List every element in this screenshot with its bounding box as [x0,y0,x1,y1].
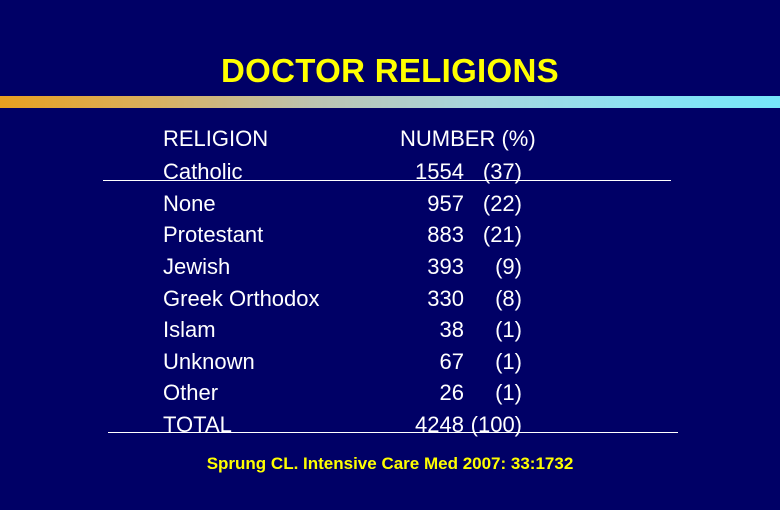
column-header-number: NUMBER (%) [400,126,536,151]
total-percent: (100) [470,412,522,437]
religion-percent: (1) [495,317,522,342]
religion-count: 38 [439,317,464,342]
religion-percent: (9) [495,254,522,279]
total-divider-line [108,432,678,433]
table-row-total: TOTAL 4248 (100) [0,412,780,443]
religion-count: 26 [439,380,464,405]
religion-count: 67 [439,349,464,374]
religion-count: 330 [427,286,464,311]
title-gradient-bar [0,96,780,108]
religion-count: 393 [427,254,464,279]
religion-name: Protestant [163,222,264,247]
religion-name: Unknown [163,349,255,374]
table-row: Other 26 (1) [0,380,780,411]
religion-count: 957 [427,191,464,216]
religion-percent: (22) [482,191,522,216]
religion-name: Jewish [163,254,231,279]
total-label: TOTAL [163,412,232,437]
table-row: Islam 38 (1) [0,317,780,348]
religion-count: 1554 [415,159,464,184]
table-row: Protestant 883 (21) [0,222,780,253]
religion-name: None [163,191,216,216]
table-row: Catholic 1554 (37) [0,159,780,190]
table-row: Greek Orthodox 330 (8) [0,286,780,317]
table-row: Jewish 393 (9) [0,254,780,285]
religion-percent: (1) [495,349,522,374]
religion-percent: (1) [495,380,522,405]
religion-count: 883 [427,222,464,247]
religion-percent: (8) [495,286,522,311]
citation-text: Sprung CL. Intensive Care Med 2007: 33:1… [206,454,574,473]
slide-title: DOCTOR RELIGIONS [221,52,559,89]
table-row: None 957 (22) [0,191,780,222]
column-header-religion: RELIGION [163,126,269,151]
religion-name: Other [163,380,219,405]
table-row: Unknown 67 (1) [0,349,780,380]
total-count: 4248 [415,412,464,437]
religion-name: Catholic [163,159,243,184]
religion-percent: (37) [482,159,522,184]
header-divider-line [103,180,671,181]
religion-name: Islam [163,317,216,342]
religion-percent: (21) [482,222,522,247]
religion-name: Greek Orthodox [163,286,320,311]
